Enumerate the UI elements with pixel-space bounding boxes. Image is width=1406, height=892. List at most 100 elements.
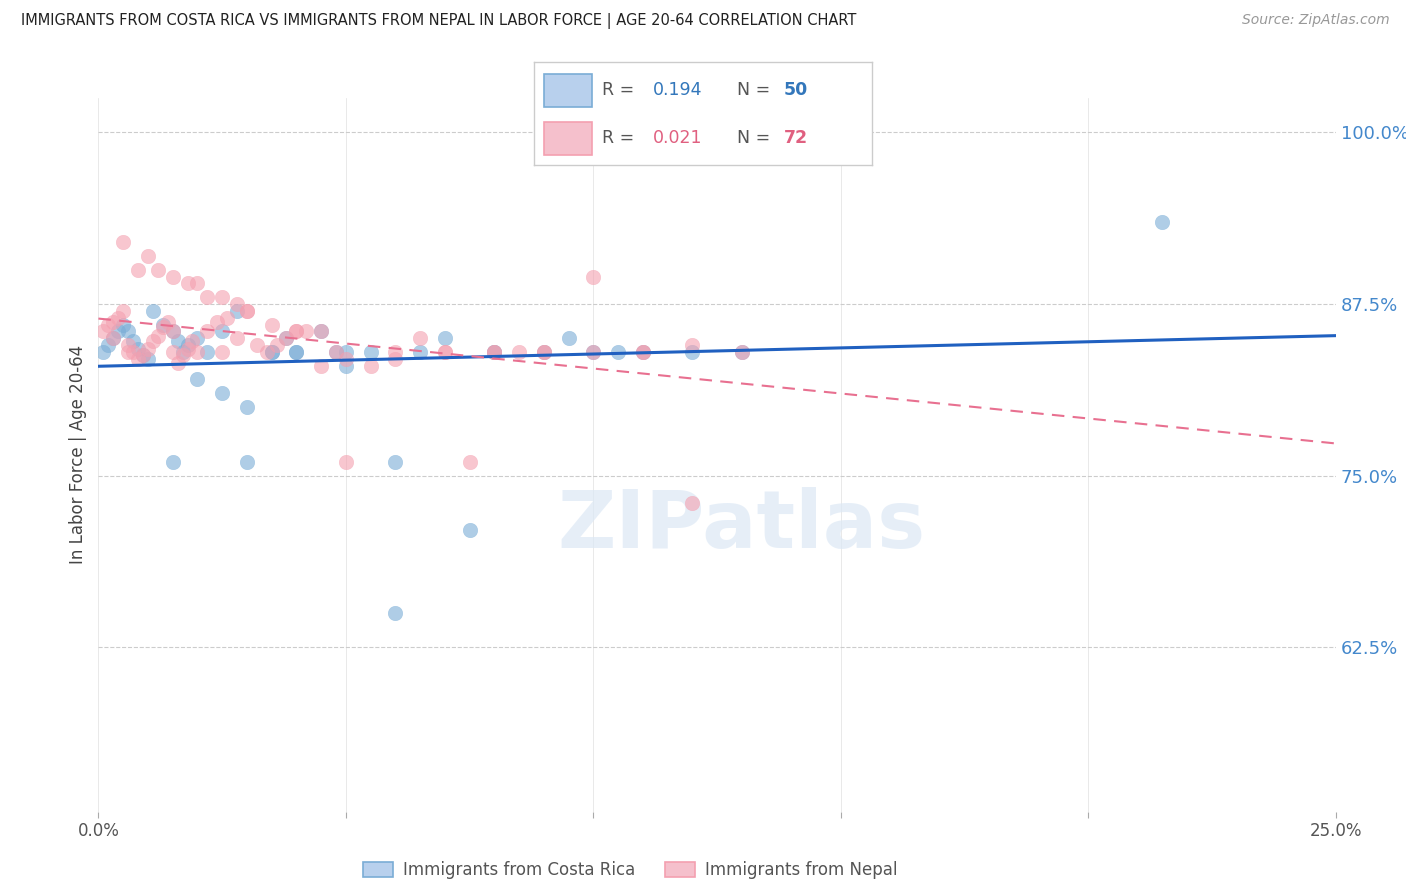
Point: [132, 348, 155, 362]
Point: [236, 455, 259, 469]
Point: [226, 297, 249, 311]
Point: [162, 345, 184, 359]
Point: [103, 315, 125, 329]
Point: [285, 325, 308, 339]
Text: 50: 50: [785, 81, 808, 99]
Point: [533, 345, 555, 359]
Point: [107, 310, 129, 325]
Point: [162, 455, 184, 469]
Point: [335, 351, 357, 366]
Point: [195, 290, 218, 304]
Point: [335, 345, 357, 359]
Point: [107, 325, 129, 339]
Point: [325, 345, 347, 359]
Point: [186, 345, 208, 359]
Point: [433, 331, 456, 345]
Text: N =: N =: [737, 81, 776, 99]
Point: [325, 345, 347, 359]
Point: [484, 345, 506, 359]
Point: [409, 331, 432, 345]
Text: R =: R =: [602, 129, 640, 147]
Point: [260, 318, 283, 332]
Point: [122, 345, 145, 359]
Point: [211, 290, 233, 304]
Legend: Immigrants from Costa Rica, Immigrants from Nepal: Immigrants from Costa Rica, Immigrants f…: [356, 855, 904, 886]
Y-axis label: In Labor Force | Age 20-64: In Labor Force | Age 20-64: [69, 345, 87, 565]
Point: [195, 345, 218, 359]
Point: [236, 400, 259, 414]
Point: [146, 262, 169, 277]
Point: [166, 334, 188, 348]
Point: [176, 343, 198, 357]
Text: 0.021: 0.021: [652, 129, 702, 147]
Point: [631, 345, 654, 359]
Point: [186, 277, 208, 291]
Point: [211, 386, 233, 401]
Point: [309, 325, 332, 339]
Point: [211, 345, 233, 359]
Point: [582, 345, 605, 359]
Point: [103, 331, 125, 345]
Point: [181, 334, 204, 348]
Point: [557, 331, 579, 345]
Point: [97, 318, 120, 332]
Point: [112, 318, 135, 332]
Point: [136, 343, 159, 357]
Point: [631, 345, 654, 359]
FancyBboxPatch shape: [544, 122, 592, 155]
Point: [1152, 214, 1174, 228]
Point: [172, 348, 194, 362]
Point: [152, 320, 174, 334]
Point: [172, 345, 194, 359]
Point: [458, 524, 481, 538]
Point: [409, 345, 432, 359]
Point: [533, 345, 555, 359]
Point: [295, 325, 318, 339]
Point: [260, 345, 283, 359]
Point: [176, 277, 198, 291]
Point: [112, 303, 135, 318]
Point: [285, 345, 308, 359]
Point: [433, 345, 456, 359]
Point: [276, 331, 298, 345]
Point: [132, 348, 155, 362]
Point: [360, 345, 382, 359]
Point: [136, 249, 159, 263]
Point: [731, 345, 754, 359]
Text: Source: ZipAtlas.com: Source: ZipAtlas.com: [1241, 13, 1389, 28]
Point: [309, 359, 332, 373]
Point: [484, 345, 506, 359]
Point: [142, 334, 165, 348]
Point: [146, 328, 169, 343]
Point: [162, 325, 184, 339]
Point: [276, 331, 298, 345]
Point: [533, 345, 555, 359]
Point: [607, 345, 630, 359]
Point: [152, 318, 174, 332]
Point: [285, 325, 308, 339]
Text: R =: R =: [602, 81, 640, 99]
Point: [484, 345, 506, 359]
Point: [384, 351, 406, 366]
Point: [112, 235, 135, 250]
Point: [731, 345, 754, 359]
Point: [117, 345, 139, 359]
Point: [582, 269, 605, 284]
Point: [226, 331, 249, 345]
Point: [127, 262, 149, 277]
Point: [127, 351, 149, 366]
Point: [122, 334, 145, 348]
Point: [186, 372, 208, 386]
Point: [156, 315, 179, 329]
Point: [195, 325, 218, 339]
Point: [103, 331, 125, 345]
Point: [458, 455, 481, 469]
Point: [117, 338, 139, 352]
Point: [162, 269, 184, 284]
Point: [582, 345, 605, 359]
Point: [681, 338, 703, 352]
Point: [162, 325, 184, 339]
Point: [384, 455, 406, 469]
Text: N =: N =: [737, 129, 776, 147]
Point: [211, 325, 233, 339]
